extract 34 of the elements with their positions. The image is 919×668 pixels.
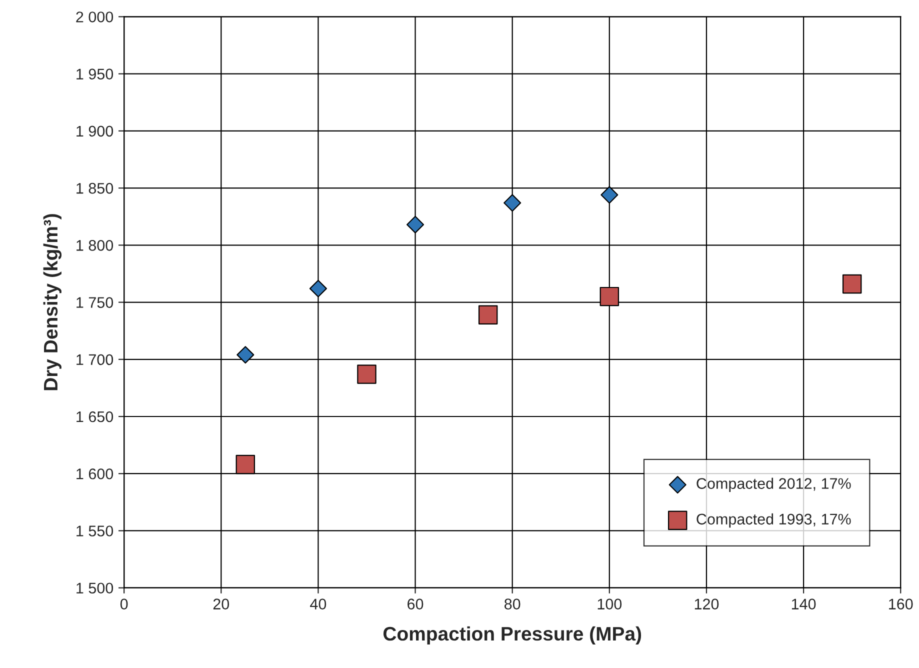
y-tick-label: 1 800: [76, 240, 114, 251]
y-tick-label: 1 650: [76, 411, 114, 422]
x-tick-label: 100: [598, 598, 622, 610]
x-tick-label: 20: [213, 598, 230, 610]
y-tick-label: 1 850: [76, 182, 114, 194]
y-tick-label: 1 950: [76, 68, 114, 80]
y-tick-label: 1 700: [76, 354, 114, 366]
point: [842, 274, 862, 294]
point: [406, 216, 424, 234]
x-tick-label: 40: [310, 598, 326, 610]
x-tick-label: 60: [408, 598, 424, 610]
y-tick-label: 1 900: [76, 126, 114, 137]
point: [357, 364, 376, 384]
y-axis-title: Dry Density (kg/m³): [43, 214, 62, 390]
point: [236, 346, 254, 364]
x-tick-label: 120: [694, 598, 719, 610]
x-axis-title: Compaction Pressure (MPa): [383, 626, 642, 645]
y-tick-label: 1 750: [76, 297, 114, 308]
point: [600, 286, 620, 306]
x-tick-label: 0: [120, 598, 128, 610]
legend-label: Compacted 1993, 17%: [696, 513, 851, 528]
point: [600, 186, 618, 204]
x-tick-label: 140: [792, 598, 816, 610]
point: [236, 454, 256, 474]
point: [504, 194, 522, 212]
legend-label: Compacted 2012, 17%: [696, 478, 851, 492]
y-tick-label: 1 600: [76, 468, 114, 480]
x-tick-label: 160: [889, 598, 913, 610]
y-tick-label: 2 000: [76, 12, 114, 22]
y-tick-label: 1 500: [76, 582, 114, 594]
x-tick-label: 80: [504, 598, 520, 610]
point: [478, 305, 498, 324]
y-tick-label: 1 550: [76, 526, 114, 536]
point: [309, 280, 327, 298]
